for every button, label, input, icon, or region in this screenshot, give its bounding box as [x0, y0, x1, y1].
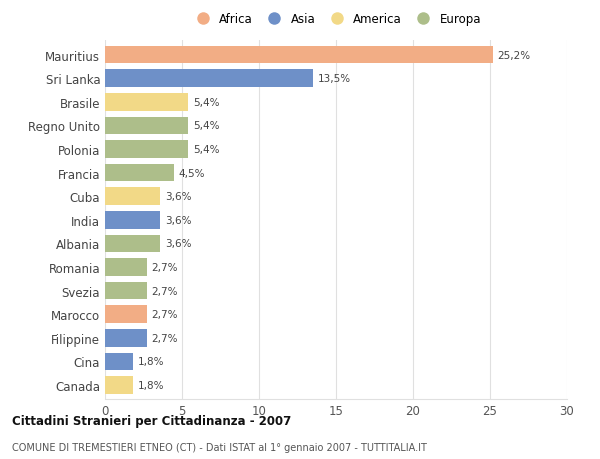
Text: 5,4%: 5,4%	[193, 145, 219, 155]
Bar	[105, 141, 188, 158]
Text: 5,4%: 5,4%	[193, 98, 219, 107]
Text: 4,5%: 4,5%	[179, 168, 205, 178]
Bar	[105, 353, 133, 370]
Bar	[105, 376, 133, 394]
Bar	[105, 70, 313, 88]
Text: 2,7%: 2,7%	[151, 333, 178, 343]
Text: 2,7%: 2,7%	[151, 286, 178, 296]
Text: 3,6%: 3,6%	[165, 239, 191, 249]
Bar	[105, 164, 175, 182]
Text: 3,6%: 3,6%	[165, 215, 191, 225]
Text: 5,4%: 5,4%	[193, 121, 219, 131]
Text: 2,7%: 2,7%	[151, 309, 178, 319]
Text: 1,8%: 1,8%	[137, 380, 164, 390]
Text: 13,5%: 13,5%	[317, 74, 350, 84]
Bar	[105, 329, 146, 347]
Bar	[105, 94, 188, 112]
Text: 1,8%: 1,8%	[137, 357, 164, 367]
Bar	[105, 306, 146, 324]
Text: 2,7%: 2,7%	[151, 263, 178, 273]
Bar	[105, 117, 188, 135]
Text: 25,2%: 25,2%	[498, 50, 531, 61]
Bar	[105, 282, 146, 300]
Legend: Africa, Asia, America, Europa: Africa, Asia, America, Europa	[187, 10, 485, 30]
Bar	[105, 235, 160, 253]
Text: 3,6%: 3,6%	[165, 192, 191, 202]
Bar	[105, 47, 493, 64]
Bar	[105, 212, 160, 229]
Bar	[105, 188, 160, 206]
Text: Cittadini Stranieri per Cittadinanza - 2007: Cittadini Stranieri per Cittadinanza - 2…	[12, 414, 291, 428]
Bar	[105, 258, 146, 276]
Text: COMUNE DI TREMESTIERI ETNEO (CT) - Dati ISTAT al 1° gennaio 2007 - TUTTITALIA.IT: COMUNE DI TREMESTIERI ETNEO (CT) - Dati …	[12, 442, 427, 452]
